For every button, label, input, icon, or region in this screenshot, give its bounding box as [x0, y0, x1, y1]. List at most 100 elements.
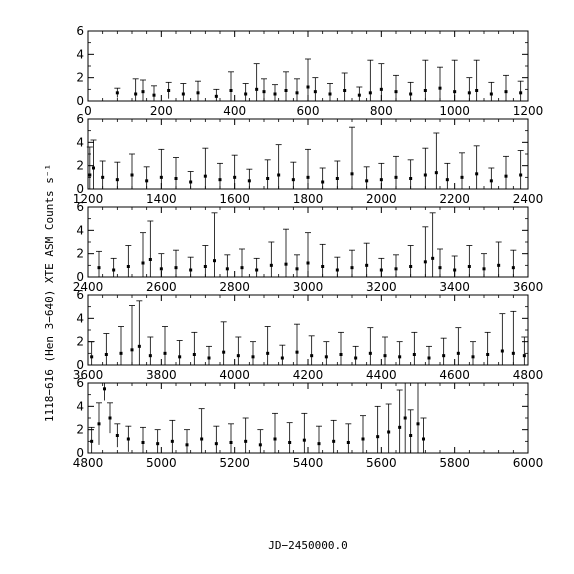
data-point	[489, 179, 493, 183]
data-point	[130, 173, 134, 177]
data-point	[482, 267, 486, 271]
data-point	[412, 353, 416, 356]
x-tick-label: 600	[297, 104, 320, 118]
x-tick-label: 2800	[219, 280, 250, 294]
data-point	[368, 351, 372, 355]
panel-3: 2400 2600 2800 3000 3200 3400 3600 0 2 4 6	[73, 200, 544, 294]
data-point	[262, 90, 266, 94]
data-point	[403, 416, 407, 420]
x-tick-label: 1400	[146, 192, 177, 206]
data-point	[422, 437, 425, 441]
data-point	[332, 439, 336, 443]
data-point	[145, 179, 149, 183]
data-point	[181, 92, 185, 96]
x-tick-label: 5600	[366, 456, 397, 470]
data-point	[189, 180, 193, 184]
data-point	[273, 437, 277, 441]
data-point	[115, 178, 119, 182]
data-point	[284, 89, 288, 92]
x-tick-label: 3600	[73, 368, 104, 382]
data-point	[438, 86, 442, 90]
x-tick-label: 3600	[513, 280, 544, 294]
x-tick-label: 1600	[219, 192, 250, 206]
x-tick-label: 4400	[366, 368, 397, 382]
y-tick-label: 6	[76, 376, 84, 390]
data-point	[335, 177, 339, 180]
data-point	[467, 265, 471, 268]
data-point	[229, 89, 233, 92]
data-point	[174, 177, 178, 180]
data-point	[214, 442, 218, 446]
data-point	[368, 91, 372, 95]
data-point	[519, 91, 523, 95]
data-point	[90, 355, 94, 359]
data-point	[159, 175, 163, 179]
data-point	[361, 437, 365, 441]
data-point	[251, 355, 255, 359]
data-point	[317, 442, 321, 446]
data-point	[416, 422, 420, 426]
data-point	[141, 261, 145, 265]
data-point	[489, 92, 493, 96]
data-point	[350, 172, 354, 176]
data-point	[97, 266, 101, 270]
x-tick-label: 3200	[366, 280, 397, 294]
data-point	[522, 354, 526, 358]
x-tick-label: 1200	[513, 104, 544, 118]
data-point	[409, 177, 413, 180]
data-point	[203, 174, 207, 178]
data-point	[163, 351, 167, 355]
data-point	[247, 179, 251, 183]
data-point	[357, 93, 361, 97]
y-tick-label: 0	[76, 94, 84, 108]
data-point	[409, 434, 413, 437]
data-point	[170, 439, 174, 443]
data-point	[442, 354, 446, 358]
data-point	[497, 263, 501, 267]
panel-frame	[87, 382, 529, 454]
data-point	[277, 173, 281, 177]
data-point	[346, 441, 350, 444]
data-point	[431, 256, 435, 260]
panel-frame	[87, 294, 529, 366]
y-tick-label: 0	[76, 358, 84, 372]
y-tick-label: 6	[76, 288, 84, 302]
data-point	[295, 350, 299, 354]
y-tick-label: 6	[76, 24, 84, 38]
data-point	[141, 441, 145, 444]
x-tick-label: 1200	[73, 192, 104, 206]
x-tick-label: 2400	[73, 280, 104, 294]
data-point	[295, 91, 299, 95]
data-point	[255, 87, 259, 91]
data-point	[97, 422, 101, 426]
data-point	[244, 92, 248, 96]
y-tick-label: 2	[76, 159, 84, 173]
y-tick-label: 0	[76, 182, 84, 196]
data-point	[394, 90, 398, 94]
data-point	[101, 175, 105, 179]
data-point	[475, 89, 479, 92]
data-point	[379, 87, 383, 91]
data-point	[339, 353, 343, 356]
data-point	[167, 89, 171, 92]
data-point	[148, 258, 152, 261]
y-tick-label: 2	[76, 247, 84, 261]
data-point	[156, 442, 160, 446]
data-point	[130, 348, 134, 352]
data-point	[266, 177, 270, 180]
y-tick-label: 2	[76, 335, 84, 349]
data-point	[137, 344, 141, 348]
data-point	[394, 267, 398, 271]
data-point	[104, 353, 108, 356]
data-point	[134, 92, 138, 96]
data-point	[376, 435, 380, 439]
x-tick-label: 3400	[439, 280, 470, 294]
data-point	[229, 441, 233, 444]
y-tick-label: 2	[76, 423, 84, 437]
x-tick-label: 200	[150, 104, 173, 118]
data-point	[409, 265, 413, 268]
data-point	[115, 434, 119, 437]
data-point	[471, 355, 475, 359]
data-point	[266, 351, 270, 355]
data-point	[233, 175, 237, 179]
